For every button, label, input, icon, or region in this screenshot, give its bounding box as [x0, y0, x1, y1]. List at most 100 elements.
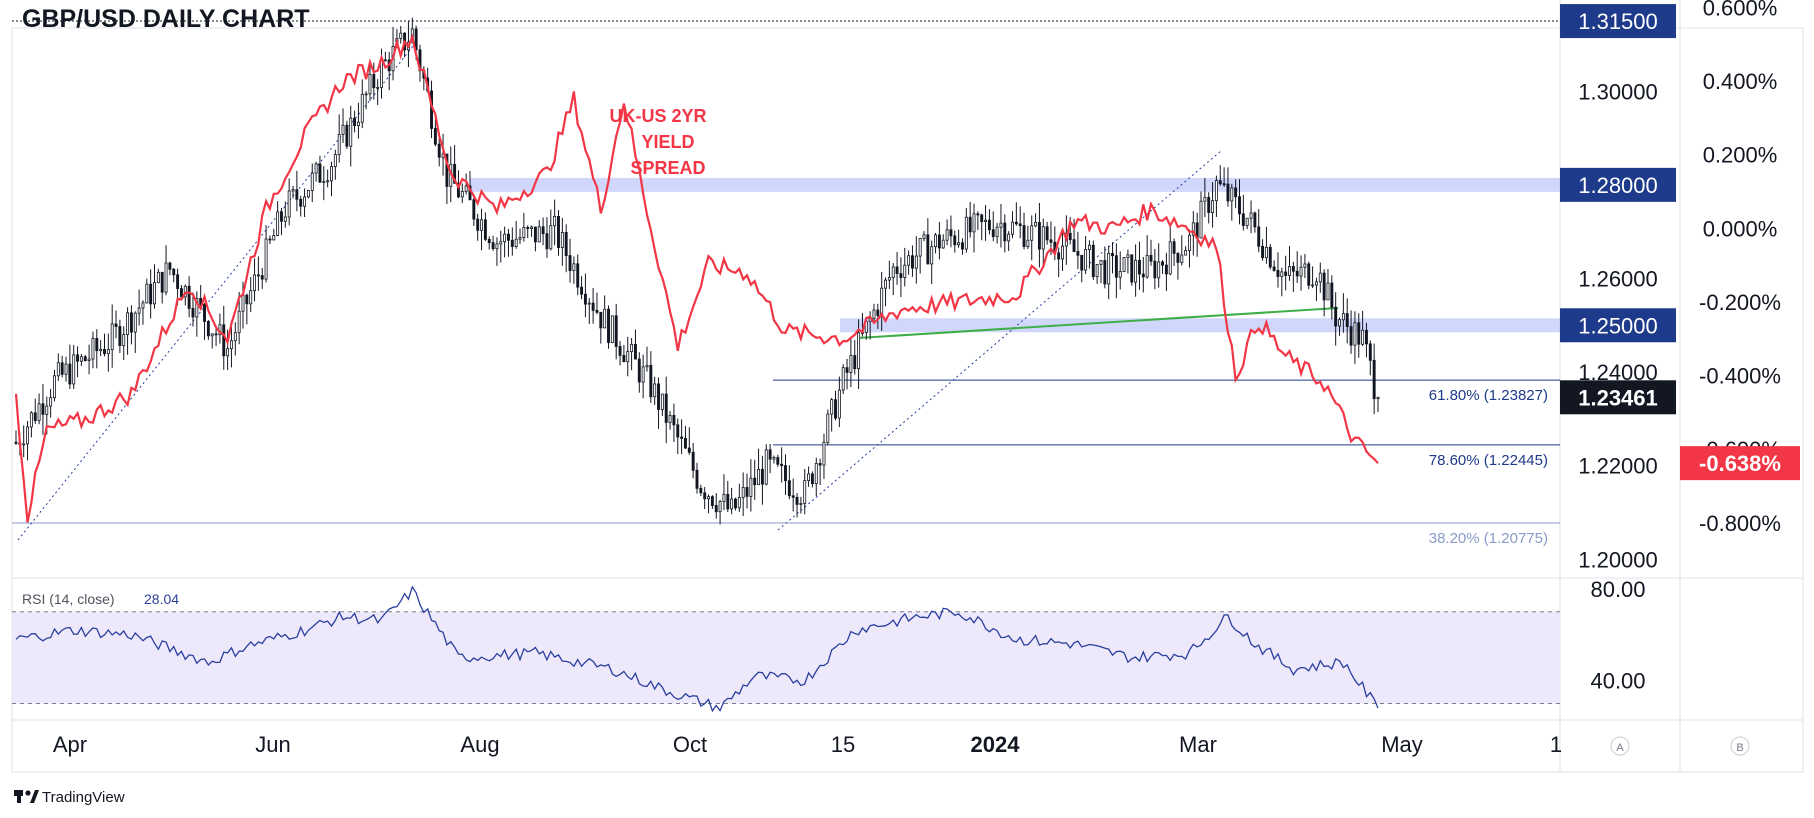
candle [768, 443, 772, 474]
candle [637, 352, 641, 393]
candle [822, 433, 826, 479]
candle [903, 247, 907, 287]
candle [160, 271, 164, 304]
spread-tick-label: -0.800% [1699, 511, 1781, 536]
candle [618, 341, 622, 366]
price-tag-128000: 1.28000 [1560, 167, 1676, 202]
candle [79, 353, 83, 366]
candle [1226, 167, 1230, 207]
candle [337, 114, 341, 163]
candle [645, 346, 649, 372]
candle [1311, 266, 1315, 289]
chart-title: GBP/USD DAILY CHART [22, 5, 310, 33]
candle [372, 62, 376, 100]
candle [1176, 252, 1180, 280]
candle [1364, 322, 1368, 358]
price-tag-125000: 1.25000 [1560, 308, 1676, 343]
candle [1045, 221, 1049, 245]
candle [114, 310, 118, 339]
candle [206, 320, 210, 340]
candle [949, 215, 953, 248]
candle [930, 240, 934, 284]
candle [118, 319, 122, 354]
candle [922, 231, 926, 242]
candle [72, 344, 76, 389]
price-tag-131500: 1.31500 [1560, 4, 1676, 39]
candle [249, 276, 253, 313]
candle [810, 471, 814, 488]
candle [1103, 246, 1107, 289]
time-tick-label: Jun [255, 732, 290, 757]
candle [122, 326, 126, 360]
candle [764, 444, 768, 486]
candle [399, 25, 403, 44]
candle [1295, 251, 1299, 283]
candle [349, 105, 353, 167]
candle [826, 409, 830, 446]
candle [187, 276, 191, 318]
spread-tag-last: -0.638% [1680, 446, 1800, 481]
candle [626, 336, 630, 377]
trend-dotted-1 [17, 39, 419, 541]
time-axis[interactable]: Apr Jun Aug Oct 15 2024 Mar May 1 [53, 732, 1562, 757]
candle [1214, 175, 1218, 217]
candle [1061, 228, 1064, 272]
candle [499, 230, 503, 263]
candle [1153, 248, 1157, 290]
candle [1218, 165, 1222, 186]
candle [306, 189, 310, 199]
price-tag-128000-text: 1.28000 [1578, 173, 1658, 198]
candle [1161, 260, 1165, 274]
candle [660, 393, 664, 417]
candle [341, 108, 345, 144]
candle [1003, 214, 1007, 253]
candle [834, 390, 837, 421]
spread-tick-label: 0.000% [1703, 216, 1778, 241]
candle [964, 207, 968, 253]
candle [595, 292, 599, 315]
candle [68, 344, 72, 389]
time-tick-label: Apr [53, 732, 87, 757]
candle [907, 250, 911, 275]
spread-tick-label: 0.600% [1703, 0, 1778, 20]
candle [456, 170, 460, 199]
candle [460, 183, 464, 204]
candle [76, 346, 80, 378]
candle [576, 254, 580, 296]
candle [14, 430, 18, 446]
candle [1107, 245, 1111, 300]
axis-button-b[interactable]: B [1730, 736, 1750, 756]
candle [1207, 192, 1211, 224]
candle [1022, 212, 1026, 250]
spread-annotation: UK-US 2YR YIELD SPREAD [609, 106, 706, 178]
candle [514, 220, 518, 249]
candle [33, 398, 37, 424]
rsi-axis[interactable]: 80.00 40.00 [1590, 577, 1645, 694]
candle [703, 487, 707, 510]
candle [1164, 252, 1168, 292]
candle [1076, 231, 1080, 270]
candle [614, 303, 618, 360]
candle [1034, 213, 1038, 228]
candle [1114, 243, 1118, 299]
candle [1253, 211, 1257, 233]
candle [668, 410, 672, 430]
spread-tag-last-text: -0.638% [1699, 451, 1781, 476]
candle [37, 393, 41, 425]
spread-tick-label: 0.200% [1703, 143, 1778, 168]
tradingview-logo[interactable]: TradingView [14, 789, 125, 806]
candle [64, 356, 68, 382]
axis-button-a[interactable]: A [1610, 736, 1630, 756]
candle [472, 197, 476, 226]
candle [368, 61, 372, 101]
candle [1272, 260, 1276, 272]
candle [29, 411, 33, 438]
candle [780, 447, 784, 483]
candle [1137, 241, 1141, 290]
candle [845, 358, 849, 390]
candle [1361, 310, 1365, 347]
candle [760, 455, 764, 505]
candle [222, 305, 226, 370]
candle [1018, 206, 1022, 239]
